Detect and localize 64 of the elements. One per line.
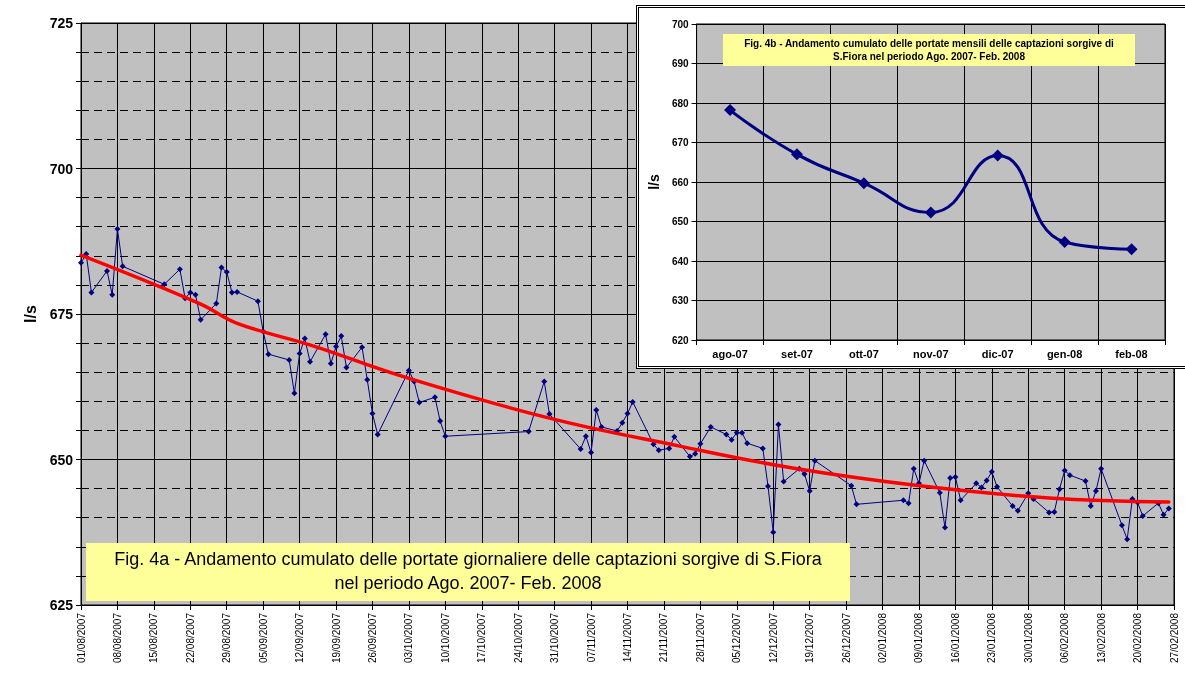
x-tick-label: 02/01/2008 <box>877 612 889 664</box>
x-tick-label: 22/08/2007 <box>184 612 196 664</box>
x-tick-label: 05/09/2007 <box>257 612 269 664</box>
y-tick-label: 640 <box>671 255 690 267</box>
point <box>790 148 803 161</box>
x-tick-label: 27/02/2008 <box>1168 612 1180 664</box>
x-tick-label: 12/12/2007 <box>767 612 779 664</box>
x-tick-label: dic-07 <box>981 347 1014 360</box>
point <box>1125 243 1138 256</box>
x-tick-label: 29/08/2007 <box>221 612 233 664</box>
x-tick-label: 26/12/2007 <box>840 612 852 664</box>
x-tick-label: 24/10/2007 <box>512 612 524 664</box>
x-tick-label: ago-07 <box>712 347 748 360</box>
x-tick-label: 10/10/2007 <box>439 612 451 664</box>
x-tick-label: 15/08/2007 <box>148 612 160 664</box>
y-tick-label: 650 <box>49 451 74 468</box>
x-tick-label: 05/12/2007 <box>731 612 743 664</box>
y-axis-title: l/s <box>646 174 662 190</box>
x-tick-label: 28/11/2007 <box>694 612 706 663</box>
x-tick-label: gen-08 <box>1046 347 1083 360</box>
x-tick-label: 03/10/2007 <box>403 612 415 664</box>
x-tick-label: 19/09/2007 <box>330 612 342 664</box>
x-tick-label: 06/02/2008 <box>1059 612 1071 664</box>
point <box>991 149 1004 162</box>
x-tick-label: 31/10/2007 <box>549 612 561 664</box>
x-tick-label: 17/10/2007 <box>476 612 488 664</box>
x-tick-label: 07/11/2007 <box>585 612 597 663</box>
line-series <box>79 253 1171 504</box>
x-tick-label: 21/11/2007 <box>658 612 670 663</box>
x-tick-label: 13/02/2008 <box>1095 612 1107 664</box>
x-tick-label: ott-07 <box>848 347 879 360</box>
x-tick-label: nov-07 <box>913 347 949 360</box>
x-tick-label: 14/11/2007 <box>622 612 633 663</box>
y-tick-label: 660 <box>671 176 690 188</box>
caption-box: Fig. 4b - Andamento cumulato delle portate mensili delle captazioni sorgive di S.Fiora nel periodo Ago. 2007- Feb. 2008 <box>723 34 1135 66</box>
y-axis-title: l/s <box>22 305 40 323</box>
y-tick-label: 675 <box>49 306 74 322</box>
y-tick-label: 670 <box>671 137 690 148</box>
y-tick-label: 630 <box>671 295 690 306</box>
y-tick-label: 700 <box>49 160 74 177</box>
y-tick-label: 625 <box>49 597 74 613</box>
point <box>1058 236 1071 249</box>
x-tick-label: 30/01/2008 <box>1022 612 1034 664</box>
point <box>724 104 737 117</box>
y-tick-label: 650 <box>671 216 690 227</box>
point <box>924 206 937 219</box>
x-tick-label: 23/01/2008 <box>986 612 998 664</box>
point <box>857 177 870 190</box>
x-tick-label: 20/02/2008 <box>1132 612 1144 664</box>
x-tick-label: 16/01/2008 <box>949 612 961 664</box>
y-tick-label: 725 <box>49 15 74 31</box>
x-tick-label: 09/01/2008 <box>913 612 925 664</box>
x-tick-label: 19/12/2007 <box>804 612 816 664</box>
x-tick-label: 26/09/2007 <box>366 612 378 664</box>
x-tick-label: 01/08/2007 <box>75 612 87 664</box>
y-tick-label: 620 <box>671 334 690 346</box>
x-tick-label: feb-08 <box>1115 347 1148 360</box>
x-tick-label: set-07 <box>781 347 813 360</box>
x-tick-label: 12/09/2007 <box>294 612 306 664</box>
x-tick-label: 08/08/2007 <box>111 612 123 664</box>
caption-box: Fig. 4a - Andamento cumulato delle portate giornaliere delle captazioni sorgive di S.Fiora nel periodo Ago. 2007- Feb. 2008 <box>86 543 850 601</box>
y-tick-label: 690 <box>671 58 690 69</box>
y-tick-label: 700 <box>671 18 690 30</box>
y-tick-label: 680 <box>671 97 690 109</box>
